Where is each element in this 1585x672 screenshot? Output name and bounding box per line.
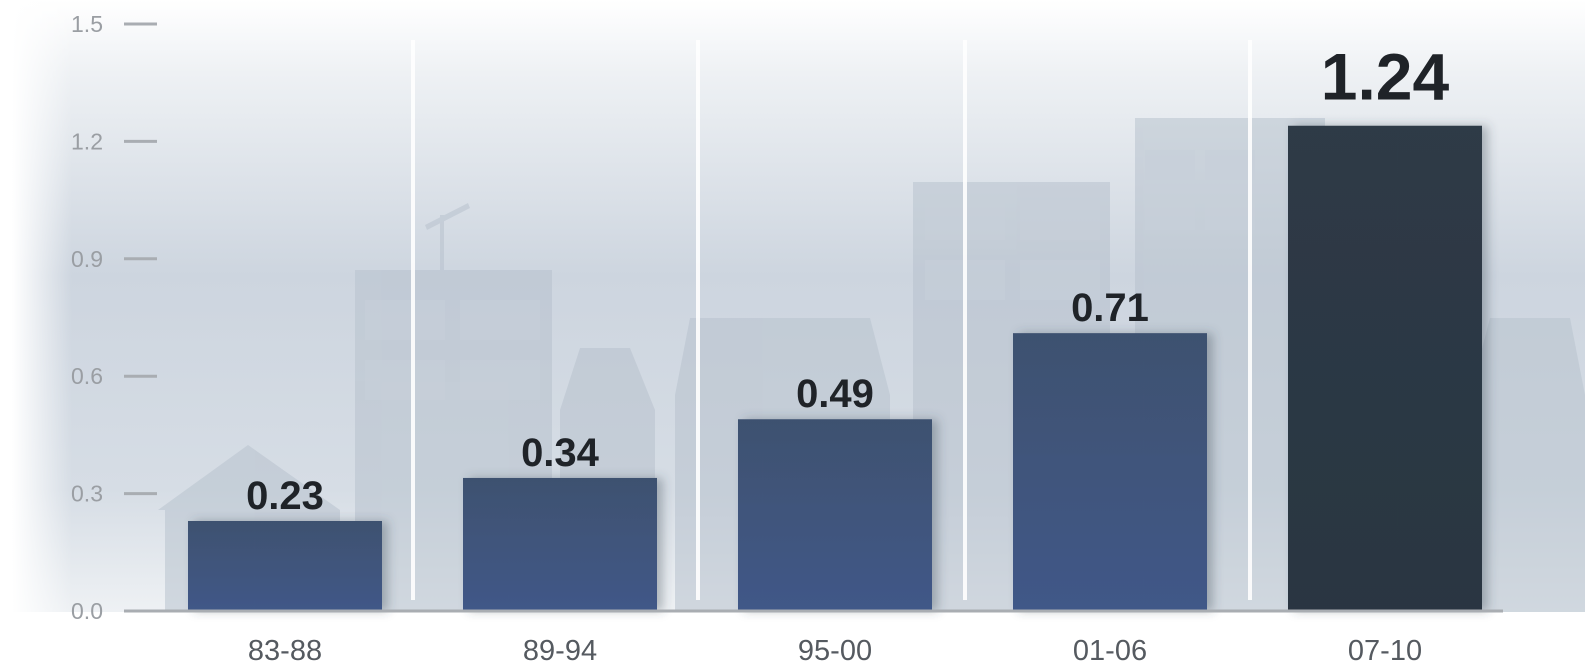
- x-tick-label: 95-00: [798, 635, 872, 667]
- data-label: 1.24: [1321, 40, 1450, 114]
- bar-07-10: [1288, 125, 1482, 611]
- x-axis-labels: 83-88 89-94 95-00 01-06 07-10: [248, 635, 1422, 667]
- y-tick-label: 1.2: [71, 128, 103, 154]
- value-labels: 0.23 0.34 0.49 0.71 1.24: [246, 40, 1449, 518]
- y-tick-label: 0.0: [71, 598, 103, 624]
- data-label: 0.23: [246, 474, 324, 518]
- x-tick-label: 01-06: [1073, 635, 1147, 667]
- antenna-pole: [440, 215, 444, 271]
- bar-95-00: [738, 419, 932, 611]
- data-label: 0.49: [796, 372, 874, 416]
- bar-01-06: [1013, 333, 1207, 611]
- bars: [188, 125, 1482, 611]
- y-tick-label: 1.5: [71, 11, 103, 37]
- x-tick-label: 83-88: [248, 635, 322, 667]
- x-tick-label: 89-94: [523, 635, 597, 667]
- bar-89-94: [463, 477, 657, 611]
- x-tick-label: 07-10: [1348, 635, 1422, 667]
- y-tick-label: 0.6: [71, 363, 103, 389]
- bar-83-88: [188, 520, 382, 611]
- antenna-arm: [425, 203, 470, 230]
- gable-building-shape: [1470, 318, 1585, 612]
- y-tick-label: 0.3: [71, 481, 103, 507]
- y-tick-label: 0.9: [71, 246, 103, 272]
- data-label: 0.71: [1071, 286, 1149, 330]
- separator-lines: [411, 40, 1252, 600]
- left-fade: [12, 0, 72, 612]
- data-label: 0.34: [521, 431, 600, 475]
- skyline-windows: [365, 150, 1255, 400]
